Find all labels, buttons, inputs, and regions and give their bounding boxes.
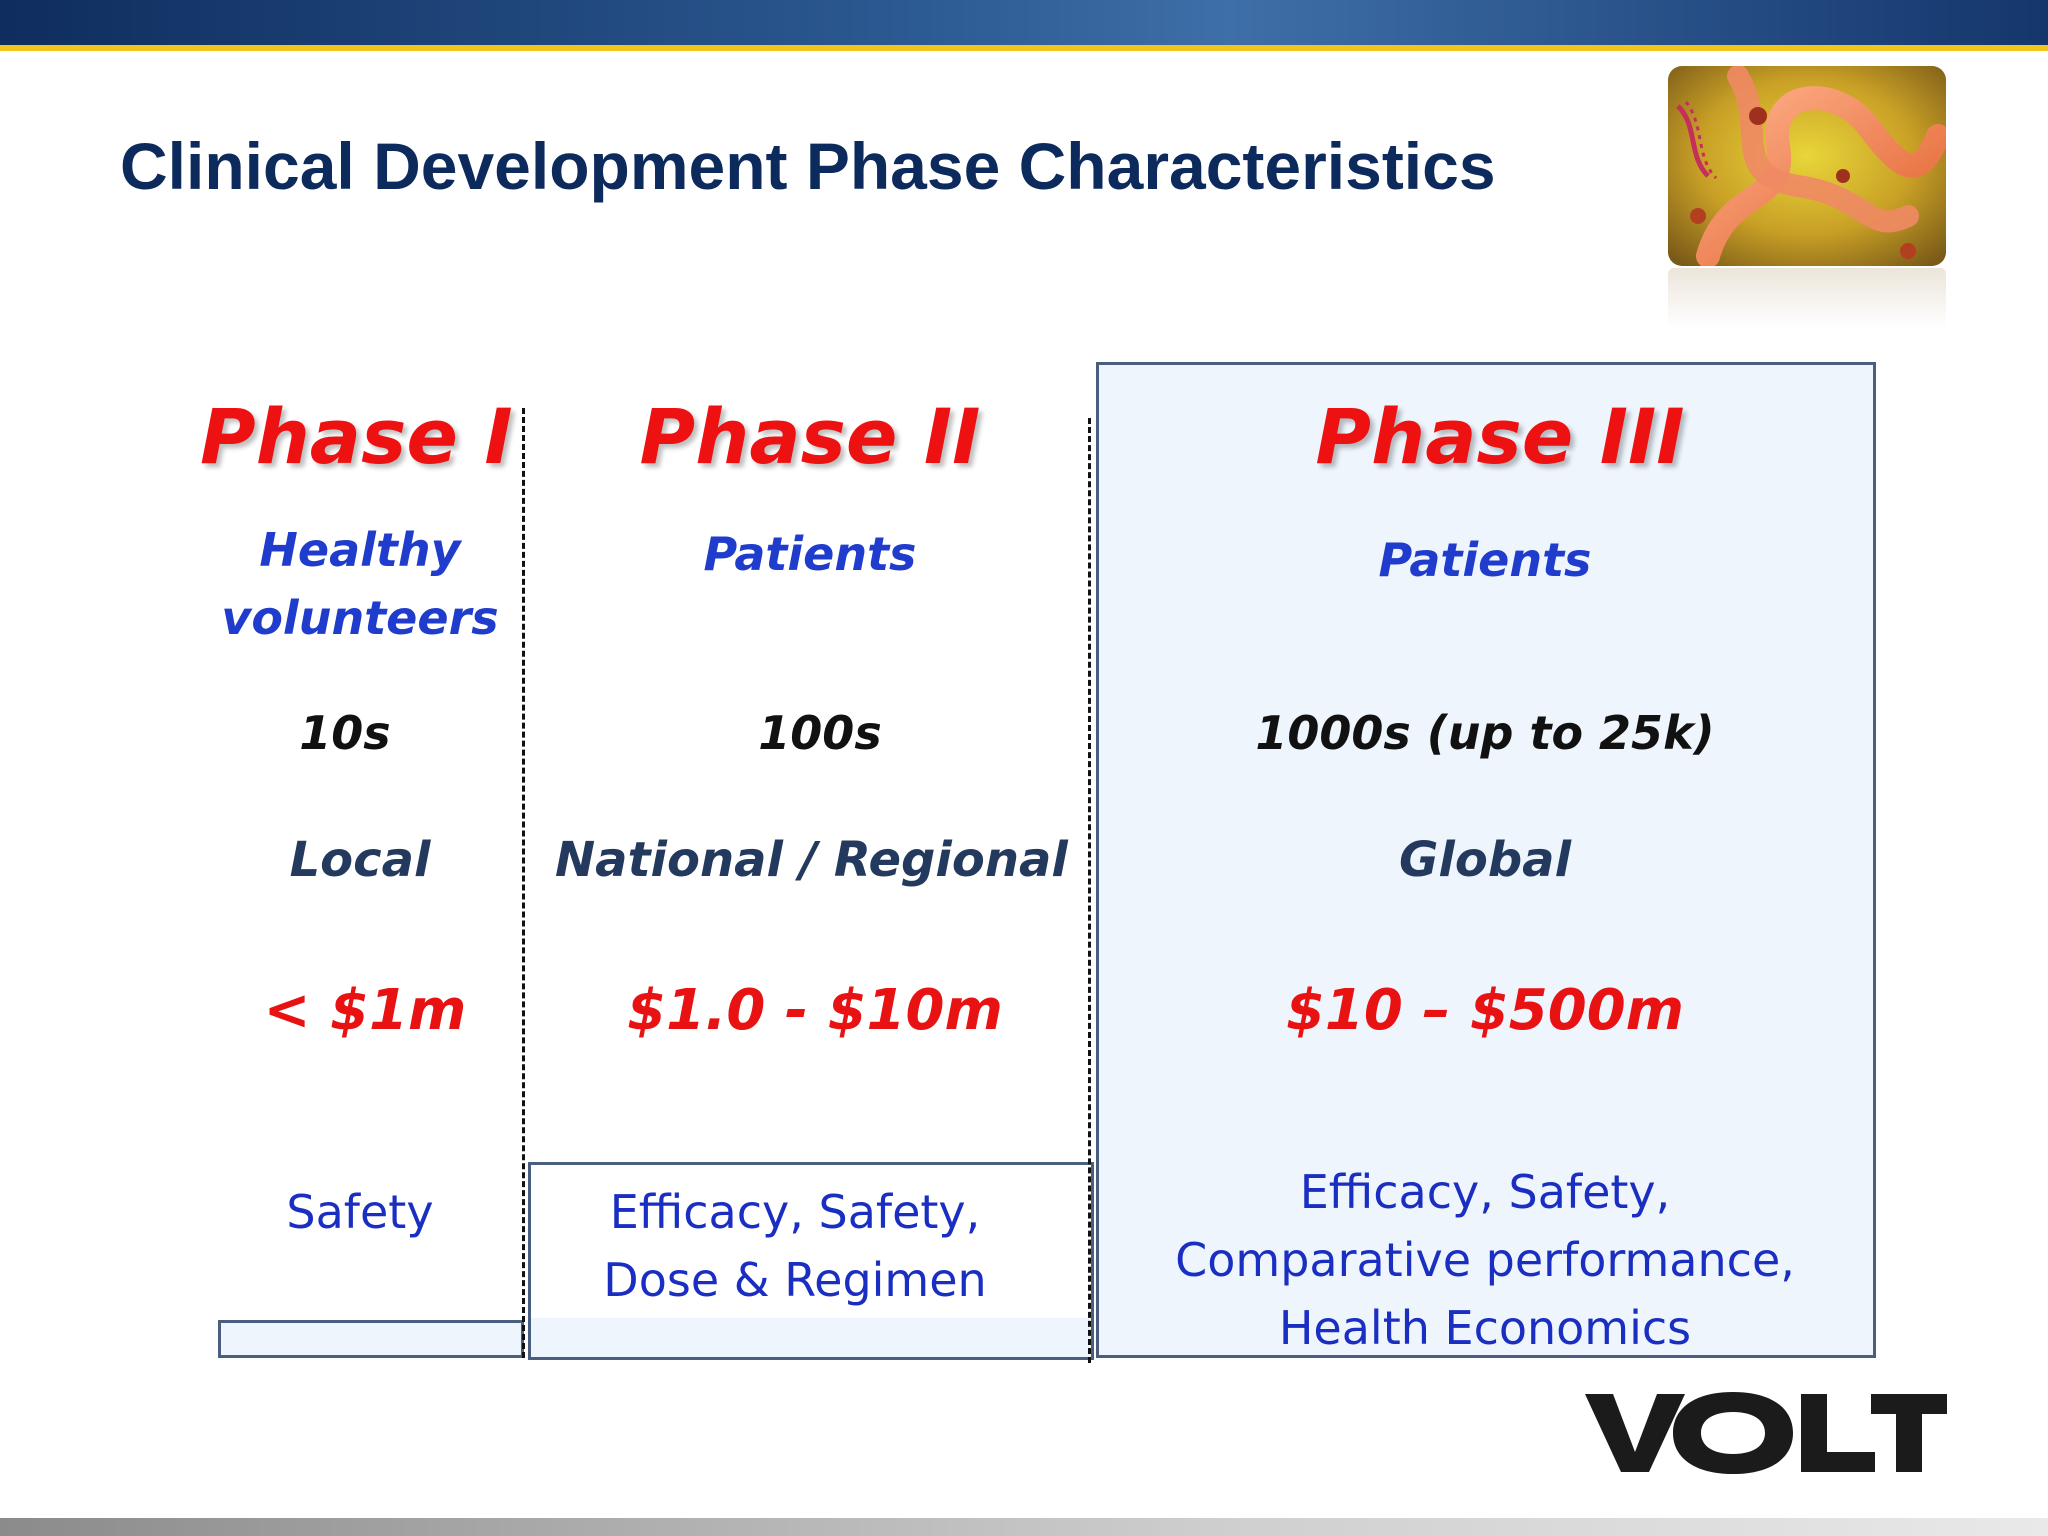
phase-2-focus-line-2: Dose & Regimen xyxy=(603,1253,987,1307)
phase-1-focus-line-1: Safety xyxy=(286,1185,434,1239)
divider-phase-1-2 xyxy=(522,408,525,1358)
phase-1-cost: < $1m xyxy=(263,978,467,1043)
phase-3-population-line-1: Patients xyxy=(1378,533,1592,587)
biotech-helix-image xyxy=(1668,66,1946,266)
phase-1-population-line-2: volunteers xyxy=(221,591,499,645)
phase-1-population-line-1: Healthy xyxy=(259,523,461,577)
phase-3-population: Patients xyxy=(1200,526,1770,594)
phase-2-focus-line-1: Efficacy, Safety, xyxy=(609,1185,981,1239)
phase-3-focus-line-2: Comparative performance, xyxy=(1175,1233,1795,1287)
phase-1-focus: Safety xyxy=(210,1178,510,1246)
phase-2-box-band xyxy=(531,1318,1091,1357)
phase-3-size: 1000s (up to 25k) xyxy=(1255,706,1715,760)
phase-3-cost: $10 – $500m xyxy=(1285,978,1685,1043)
phase-2-heading: Phase II xyxy=(639,392,981,481)
header-accent-stripe xyxy=(0,45,2048,51)
phase-1-geography: Local xyxy=(289,832,431,888)
phase-1-base-box xyxy=(218,1320,524,1358)
phase-2-cost: $1.0 - $10m xyxy=(627,978,1003,1043)
phase-1-size: 10s xyxy=(299,706,391,760)
footer-bar xyxy=(0,1518,2048,1536)
phase-2-population: Patients xyxy=(560,520,1060,588)
phase-1-population: Healthy volunteers xyxy=(200,516,520,652)
phase-3-heading: Phase III xyxy=(1315,392,1685,481)
phase-2-focus: Efficacy, Safety, Dose & Regimen xyxy=(540,1178,1050,1314)
phase-3-focus-line-1: Efficacy, Safety, xyxy=(1299,1165,1671,1219)
slide-title: Clinical Development Phase Characteristi… xyxy=(120,129,1496,203)
phase-1-heading: Phase I xyxy=(200,392,513,481)
divider-phase-2-3 xyxy=(1088,418,1091,1363)
header-bar xyxy=(0,0,2048,45)
phase-2-geography: National / Regional xyxy=(555,832,1068,888)
phase-3-focus-line-3: Health Economics xyxy=(1278,1301,1692,1355)
phase-2-size: 100s xyxy=(758,706,882,760)
phase-3-highlight-box xyxy=(1096,362,1876,1358)
phase-3-geography: Global xyxy=(1398,832,1572,888)
phase-2-population-line-1: Patients xyxy=(703,527,917,581)
volt-logo xyxy=(1585,1390,1947,1476)
phase-3-focus: Efficacy, Safety, Comparative performanc… xyxy=(1120,1158,1850,1362)
image-reflection xyxy=(1668,268,1946,328)
